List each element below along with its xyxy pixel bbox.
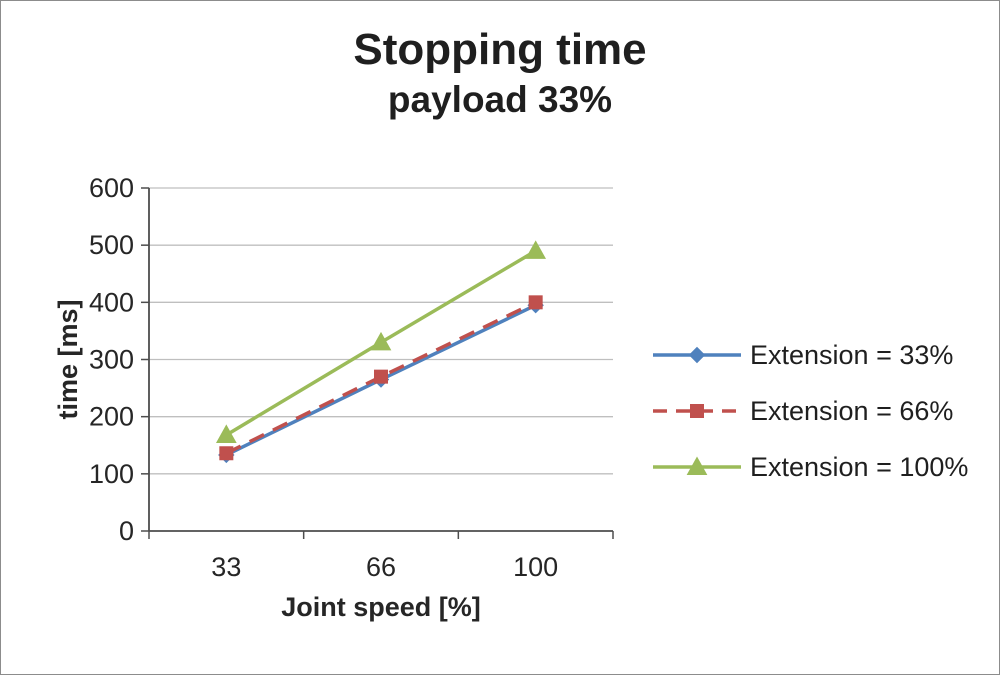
legend-entry-extension-33: Extension = 33% [653, 337, 968, 373]
y-tick-label: 100 [89, 459, 134, 489]
marker-triangle [215, 424, 237, 443]
marker-square [374, 369, 388, 384]
legend-label-extension-100: Extension = 100% [750, 451, 969, 482]
series-2 [215, 240, 547, 443]
marker-square [528, 295, 543, 310]
y-tick-label: 300 [89, 345, 134, 375]
legend-swatch-extension-100 [653, 456, 741, 475]
y-axis-title: time [ms] [53, 299, 83, 419]
legend-swatch-extension-33 [653, 346, 741, 364]
marker-square [219, 446, 234, 461]
y-tick-label: 500 [89, 230, 134, 260]
legend-entry-extension-66: Extension = 66% [653, 393, 968, 429]
y-tick-label: 200 [89, 402, 134, 432]
x-tick-label: 66 [366, 552, 396, 582]
marker-triangle [525, 240, 547, 259]
y-tick-label: 600 [89, 173, 134, 203]
marker-square [690, 404, 704, 418]
legend-entry-extension-100: Extension = 100% [653, 449, 968, 485]
legend-label-extension-66: Extension = 66% [750, 395, 954, 426]
chart-subtitle: payload 33% [387, 78, 613, 120]
x-tick-label: 33 [211, 552, 241, 582]
chart-title-block: Stopping time payload 33% [1, 25, 999, 122]
marker-triangle [370, 331, 392, 351]
legend: Extension = 33% Extension = 66% Extensio… [653, 337, 968, 485]
series-line [225, 300, 537, 455]
x-axis-title: Joint speed [%] [281, 592, 481, 622]
marker-diamond [688, 346, 706, 364]
x-tick-label: 100 [513, 552, 558, 582]
legend-swatch-extension-66 [653, 404, 741, 418]
y-tick-label: 400 [89, 287, 134, 317]
marker-triangle [686, 456, 708, 475]
legend-label-extension-33: Extension = 33% [750, 339, 954, 370]
series-1 [219, 295, 543, 461]
y-tick-label: 0 [119, 516, 134, 546]
chart-title: Stopping time [353, 25, 647, 74]
